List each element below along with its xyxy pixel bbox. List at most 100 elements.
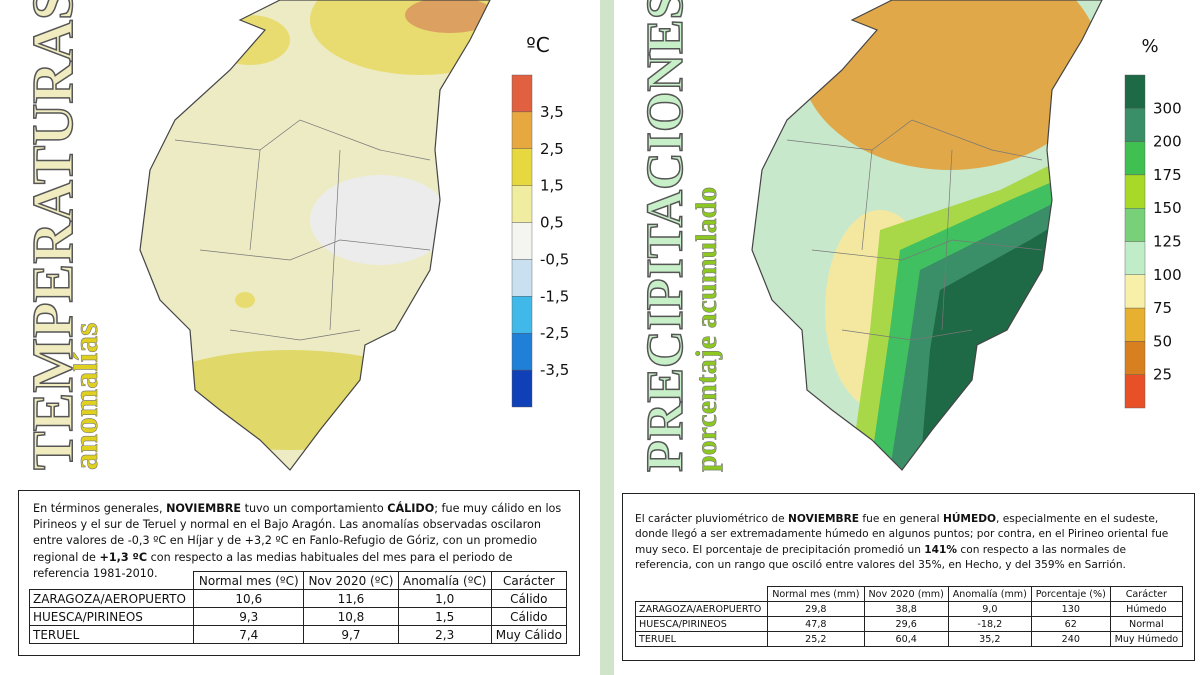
panel-divider <box>600 0 614 675</box>
table-cell: 11,6 <box>303 589 399 608</box>
table-cell: Húmedo <box>1109 601 1184 617</box>
summary-text: fue en general <box>859 513 943 525</box>
table-cell: Muy Húmedo <box>1109 631 1184 647</box>
table-cell: 29,8 <box>767 601 865 617</box>
summary: El carácter pluviométrico de NOVIEMBRE f… <box>623 494 1194 573</box>
blank-cell <box>635 586 769 602</box>
summary-text: con respecto a las normales de referenci… <box>635 543 1126 572</box>
legend-label: 3,5 <box>540 103 564 121</box>
table-cell: 29,6 <box>863 616 949 632</box>
table-cell: -18,2 <box>947 616 1032 632</box>
legend-label: 50 <box>1153 332 1172 350</box>
title: PRECIPITACIONES <box>637 0 694 472</box>
legend-label: 150 <box>1153 199 1182 217</box>
header-cell: Carácter <box>490 571 568 590</box>
summary: En términos generales, NOVIEMBRE tuvo un… <box>19 491 579 582</box>
station-name: ZARAGOZA/AEROPUERTO <box>28 589 195 608</box>
table-cell: 38,8 <box>863 601 949 617</box>
legend-label: 125 <box>1153 233 1182 251</box>
legend-swatch <box>1124 241 1146 275</box>
subtitle: porcentaje acumulado <box>690 187 723 472</box>
table-cell: 130 <box>1030 601 1111 617</box>
legend-swatch <box>1124 141 1146 176</box>
table-cell: 10,8 <box>303 607 399 626</box>
legend-label: 75 <box>1153 299 1172 317</box>
table-row: HUESCA/PIRINEOS 47,8 29,6 -18,2 62 Normal <box>634 616 1184 632</box>
table-cell: 62 <box>1030 616 1111 632</box>
title: TEMPERATURAS <box>20 0 85 470</box>
header-cell: Anomalía (mm) <box>947 586 1032 602</box>
summary-box: El carácter pluviométrico de NOVIEMBRE f… <box>622 493 1195 661</box>
header-cell: Anomalía (ºC) <box>397 571 492 590</box>
table-row: ZARAGOZA/AEROPUERTO 29,8 38,8 9,0 130 Húmedo <box>634 601 1184 617</box>
table-row: TERUEL 7,4 9,7 2,3 Muy Cálido <box>28 625 568 644</box>
legend-swatch <box>1124 307 1146 342</box>
table-header: Normal mes (mm) Nov 2020 (mm) Anomalía (mm… <box>635 586 1184 602</box>
table-cell: 9,0 <box>947 601 1032 617</box>
subtitle: anomalías <box>68 323 105 470</box>
legend-unit: ºC <box>526 33 549 57</box>
table-cell: 240 <box>1030 631 1111 647</box>
summary-text: CÁLIDO <box>387 502 435 515</box>
summary-text: HÚMEDO <box>942 513 997 525</box>
legend-label: 25 <box>1153 366 1172 384</box>
blank-cell <box>29 571 195 590</box>
legend-swatch <box>511 259 533 297</box>
legend-label: 300 <box>1153 99 1182 117</box>
data-table: Normal mes (mm) Nov 2020 (mm) Anomalía (mm… <box>634 586 1184 647</box>
temperature-map <box>140 0 490 470</box>
summary-box: En términos generales, NOVIEMBRE tuvo un… <box>18 490 580 656</box>
legend-label: -2,5 <box>540 324 569 342</box>
table-cell: 10,6 <box>193 589 305 608</box>
legend-swatch <box>511 74 533 113</box>
summary-text: +1,3 ºC <box>99 550 148 564</box>
legend-unit: % <box>1141 36 1158 57</box>
summary-text: ; fue muy cálido en los Pirineos y el su… <box>33 502 562 564</box>
table-cell: 1,0 <box>397 589 492 608</box>
data-table: Normal mes (ºC) Nov 2020 (ºC) Anomalía (ºC… <box>28 571 568 644</box>
table-cell: 35,2 <box>947 631 1032 647</box>
header-cell: Nov 2020 (ºC) <box>303 571 399 590</box>
legend-swatch <box>1124 207 1146 242</box>
table-cell: 2,3 <box>397 625 492 644</box>
header-cell: Normal mes (mm) <box>767 586 865 602</box>
summary-text: tuvo un comportamiento <box>241 502 388 515</box>
table-cell: 25,2 <box>767 631 865 647</box>
summary-text: El carácter pluviométrico de <box>635 513 789 525</box>
table-cell: 47,8 <box>767 616 865 632</box>
header-cell: Nov 2020 (mm) <box>863 586 949 602</box>
table-cell: 9,3 <box>193 607 305 626</box>
legend-swatch <box>1124 108 1146 142</box>
station-name: ZARAGOZA/AEROPUERTO <box>634 601 769 617</box>
table-cell: Cálido <box>490 589 568 608</box>
station-name: TERUEL <box>28 625 195 644</box>
table-cell: 60,4 <box>863 631 949 647</box>
table-cell: Normal <box>1109 616 1184 632</box>
table-cell: Muy Cálido <box>490 625 568 644</box>
table-cell: 1,5 <box>397 607 492 626</box>
legend-label: -1,5 <box>540 287 569 305</box>
legend-swatch <box>1124 174 1146 209</box>
table-row: TERUEL 25,2 60,4 35,2 240 Muy Húmedo <box>634 631 1184 647</box>
legend-swatch <box>511 111 533 149</box>
station-name: HUESCA/PIRINEOS <box>634 616 769 632</box>
legend-swatch <box>511 333 533 371</box>
table-row: ZARAGOZA/AEROPUERTO 10,6 11,6 1,0 Cálido <box>28 589 568 608</box>
summary-text: En términos generales, <box>33 502 167 515</box>
summary-text: 141% <box>924 543 958 556</box>
table-header: Normal mes (ºC) Nov 2020 (ºC) Anomalía (ºC… <box>29 571 568 590</box>
legend-swatch <box>511 369 533 408</box>
legend-label: 200 <box>1153 133 1182 151</box>
header-cell: Normal mes (ºC) <box>193 571 305 590</box>
legend-swatch <box>1124 341 1146 375</box>
legend-swatch <box>1124 274 1146 309</box>
table-cell: 7,4 <box>193 625 305 644</box>
summary-text: , especialmente en el sudeste, donde lle… <box>635 513 1169 556</box>
legend-label: 1,5 <box>540 177 564 195</box>
legend-label: 100 <box>1153 266 1182 284</box>
legend-swatch <box>511 296 533 334</box>
legend-swatch <box>511 148 533 186</box>
legend-label: -0,5 <box>540 250 569 268</box>
header-cell: Carácter <box>1109 586 1184 602</box>
legend-swatch <box>511 185 533 223</box>
